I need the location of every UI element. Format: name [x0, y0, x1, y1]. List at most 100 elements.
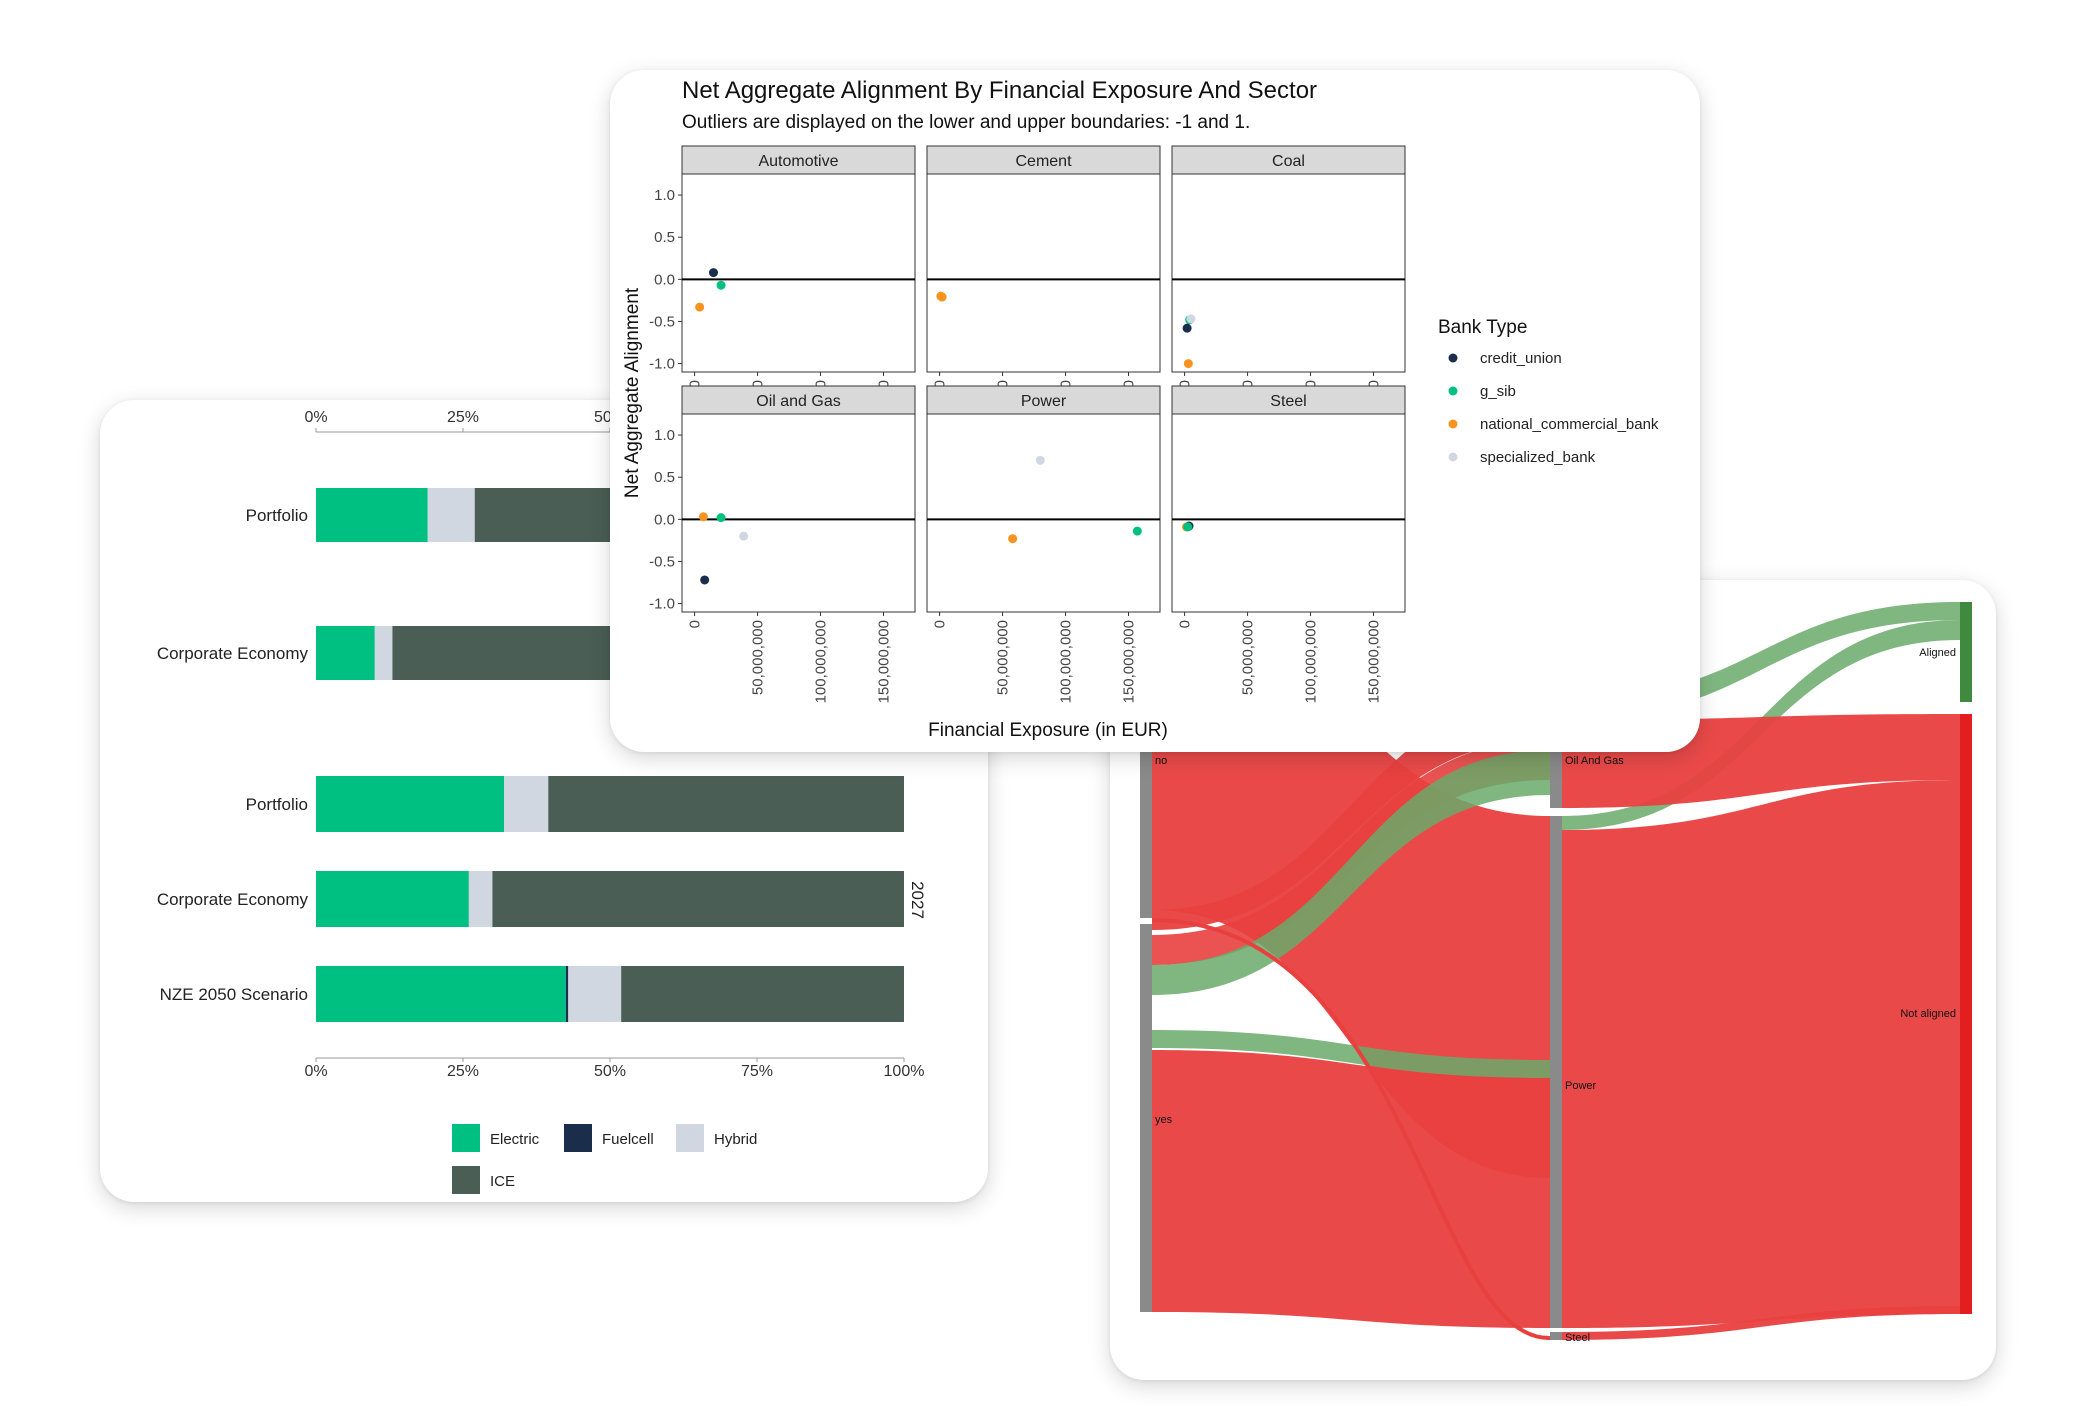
- legend-label: g_sib: [1480, 383, 1516, 400]
- node-label-yes: yes: [1155, 1114, 1173, 1126]
- node-steel: [1550, 1332, 1562, 1340]
- facet-panel: [1171, 173, 1406, 373]
- facet-strip-label: Power: [1021, 393, 1067, 410]
- facet-strip: [1171, 385, 1406, 415]
- y-axis-tick-label: -1.0: [649, 596, 675, 613]
- facet-strip-label: Cement: [1015, 153, 1072, 170]
- legend-swatch-ice: [452, 1166, 480, 1194]
- chart-title: Net Aggregate Alignment By Financial Exp…: [682, 77, 1317, 104]
- point-g-sib: [716, 280, 726, 290]
- bar-segment-ice: [492, 871, 904, 927]
- legend-swatch-fuelcell: [564, 1124, 592, 1152]
- y-axis-tick-label: 0.0: [654, 511, 675, 528]
- category-label: NZE 2050 Scenario: [160, 985, 308, 1004]
- node-label-power: Power: [1565, 1080, 1597, 1092]
- bar-segment-hybrid: [427, 488, 475, 542]
- alignment-sankey-chart: no yes Oil And Gas Power Steel Aligned Not ali…: [1140, 602, 1972, 1344]
- x-axis-tick-label: 150,000,000: [1366, 620, 1383, 703]
- bar-segment-hybrid: [374, 626, 393, 680]
- node-label-oil-and-gas: Oil And Gas: [1565, 755, 1624, 767]
- node-label-steel: Steel: [1565, 1332, 1590, 1344]
- x-axis-tick-label: 0: [1177, 620, 1194, 628]
- legend-label: Hybrid: [714, 1131, 757, 1148]
- point-specialized-bank: [1186, 314, 1196, 324]
- legend-label: Electric: [490, 1131, 540, 1148]
- facet-year-label: 2027: [908, 881, 927, 919]
- legend-swatch-electric: [452, 1124, 480, 1152]
- node-aligned: [1960, 602, 1972, 702]
- facet-panel: [681, 413, 916, 613]
- point-g-sib: [1183, 522, 1193, 532]
- legend-swatch-credit-union: [1448, 353, 1458, 363]
- y-axis-tick-label: 0.0: [654, 271, 675, 288]
- point-g-sib: [716, 513, 726, 523]
- y-axis-tick-label: 0.5: [654, 469, 675, 486]
- y-axis-tick-label: 1.0: [654, 427, 675, 444]
- flow-no-oilgas: [1152, 700, 1550, 930]
- legend-title: Bank Type: [1438, 317, 1527, 338]
- legend-label: ICE: [490, 1173, 515, 1190]
- facet-strip-label: Steel: [1270, 393, 1306, 410]
- flow-yes-oilgas-green: [1152, 750, 1550, 995]
- point-credit-union: [708, 268, 718, 278]
- node-yes: [1140, 924, 1152, 1312]
- flow-power-notaligned: [1562, 780, 1960, 1328]
- facet-panel: [681, 173, 916, 373]
- legend-label: national_commercial_bank: [1480, 416, 1659, 433]
- flow-yes-power-red: [1152, 1050, 1550, 1328]
- flow-yes-power-green: [1152, 1030, 1550, 1078]
- y-axis-tick-label: -1.0: [649, 356, 675, 373]
- bottom-axis-tick-label: 100%: [884, 1063, 925, 1080]
- x-axis-tick-label: 100,000,000: [1303, 620, 1320, 703]
- legend-swatch-national-commercial-bank: [1448, 419, 1458, 429]
- net-alignment-scatter-chart: Net Aggregate Alignment By Financial Exp…: [622, 77, 1659, 741]
- bar-segment-hybrid: [468, 871, 493, 927]
- x-axis-tick-label: 0: [1177, 380, 1194, 388]
- node-label-not-aligned: Not aligned: [1900, 1008, 1956, 1020]
- flow-no-steel: [1151, 918, 1551, 1341]
- x-axis-tick-label: 50,000,000: [1240, 620, 1257, 695]
- category-label: Corporate Economy: [157, 644, 309, 663]
- facet-strip-label: Oil and Gas: [756, 393, 840, 410]
- bar-segment-ice: [621, 966, 904, 1022]
- bar-segment-electric: [316, 488, 428, 542]
- category-label: Corporate Economy: [157, 890, 309, 909]
- bar-segment-ice: [548, 776, 904, 832]
- bar-segment-electric: [316, 626, 375, 680]
- facet-strip: [926, 145, 1161, 175]
- legend-swatch-hybrid: [676, 1124, 704, 1152]
- x-axis-title: Financial Exposure (in EUR): [928, 720, 1168, 741]
- point-national-commercial-bank: [1183, 359, 1193, 369]
- facet-panel: [926, 173, 1161, 373]
- y-axis-tick-label: -0.5: [649, 313, 675, 330]
- legend-label: specialized_bank: [1480, 449, 1596, 466]
- node-not-aligned: [1960, 714, 1972, 1314]
- point-g-sib: [1132, 526, 1142, 536]
- point-national-commercial-bank: [1008, 534, 1018, 544]
- bottom-axis-tick-label: 50%: [594, 1063, 626, 1080]
- bottom-axis-tick-label: 25%: [447, 1063, 479, 1080]
- flow-no-power: [1152, 620, 1550, 1178]
- bar-segment-hybrid: [568, 966, 622, 1022]
- point-credit-union: [700, 575, 710, 585]
- x-axis-tick-label: 150,000,000: [876, 620, 893, 703]
- legend-swatch-g-sib: [1448, 386, 1458, 396]
- x-axis-tick-label: 0: [932, 620, 949, 628]
- x-axis-tick-label: 0: [932, 380, 949, 388]
- x-axis-tick-label: 100,000,000: [813, 620, 830, 703]
- y-axis-tick-label: -0.5: [649, 553, 675, 570]
- node-label-aligned: Aligned: [1919, 647, 1956, 659]
- facet-strip: [681, 145, 916, 175]
- x-axis-tick-label: 0: [687, 620, 704, 628]
- net-alignment-scatter-card: Net Aggregate Alignment By Financial Exp…: [610, 70, 1700, 752]
- x-axis-tick-label: 50,000,000: [995, 620, 1012, 695]
- bottom-axis-tick-label: 0%: [304, 1063, 327, 1080]
- bottom-axis-tick-label: 75%: [741, 1063, 773, 1080]
- facet-strip: [681, 385, 916, 415]
- bar-segment-electric: [316, 776, 505, 832]
- category-label: Portfolio: [246, 506, 308, 525]
- bar-segment-fuelcell: [565, 966, 569, 1022]
- facet-strip-label: Automotive: [758, 153, 838, 170]
- facet-panel: [1171, 413, 1406, 613]
- legend-label: Fuelcell: [602, 1131, 654, 1148]
